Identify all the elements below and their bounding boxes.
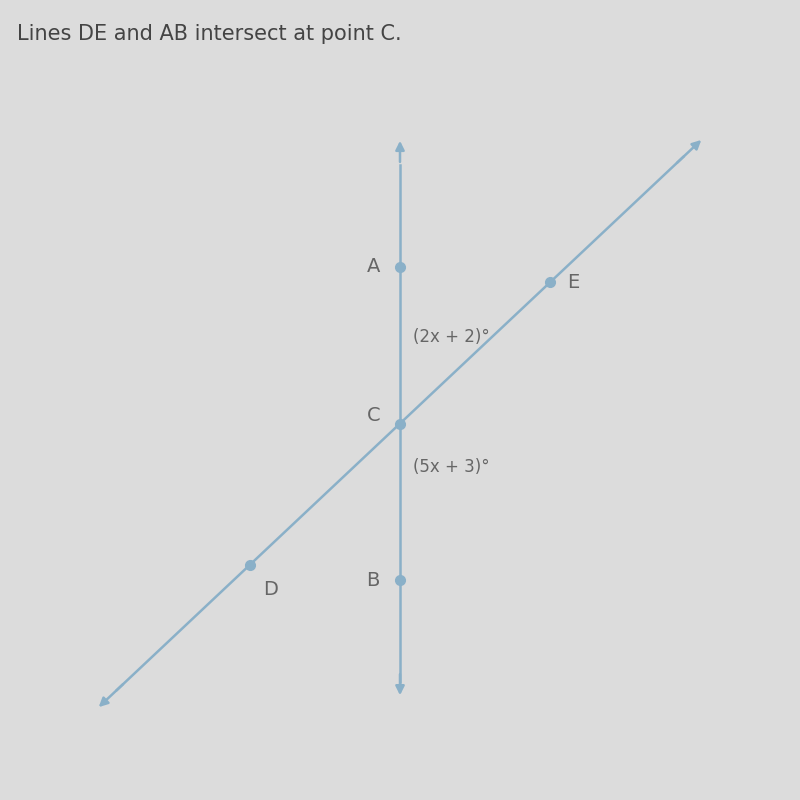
Text: E: E <box>566 273 579 292</box>
Text: C: C <box>366 406 380 425</box>
Text: Lines DE and AB intersect at point C.: Lines DE and AB intersect at point C. <box>17 23 402 43</box>
Text: (2x + 2)°: (2x + 2)° <box>414 328 490 346</box>
Text: B: B <box>366 571 380 590</box>
Text: D: D <box>263 580 278 599</box>
Text: A: A <box>366 257 380 276</box>
Text: (5x + 3)°: (5x + 3)° <box>414 458 490 476</box>
